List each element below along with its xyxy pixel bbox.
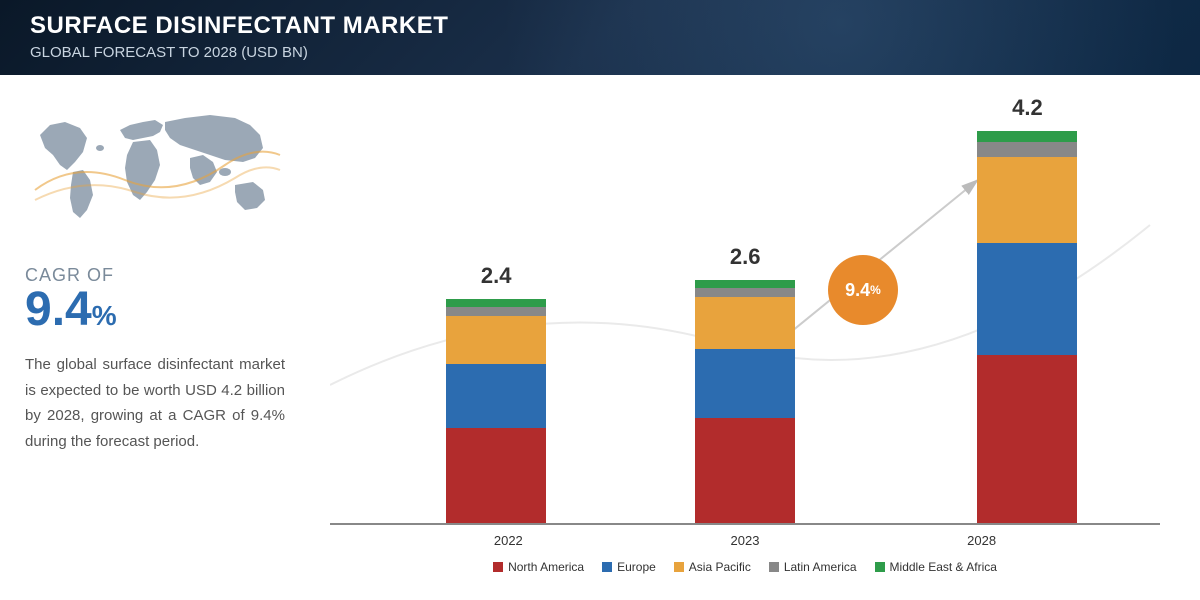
header-banner: SURFACE DISINFECTANT MARKET GLOBAL FOREC… bbox=[0, 0, 1200, 75]
bar-segment bbox=[446, 299, 546, 306]
bar-segment bbox=[446, 316, 546, 365]
bar-group: 2.4 bbox=[446, 299, 546, 523]
legend-label: North America bbox=[508, 560, 584, 574]
legend-item: North America bbox=[493, 560, 584, 574]
cagr-bubble: 9.4% bbox=[828, 255, 898, 325]
bar-segment bbox=[695, 418, 795, 523]
x-tick: 2022 bbox=[494, 533, 523, 548]
x-axis: 2022 2023 2028 bbox=[330, 533, 1160, 548]
bar-total-label: 4.2 bbox=[977, 95, 1077, 121]
world-map-icon bbox=[25, 95, 285, 245]
bar-segment bbox=[446, 428, 546, 523]
bar-total-label: 2.4 bbox=[446, 263, 546, 289]
left-panel: CAGR OF 9.4% The global surface disinfec… bbox=[0, 75, 310, 600]
legend-item: Latin America bbox=[769, 560, 857, 574]
page-subtitle: GLOBAL FORECAST TO 2028 (USD BN) bbox=[30, 44, 1170, 61]
legend-swatch bbox=[493, 562, 503, 572]
bar-segment bbox=[977, 131, 1077, 142]
legend-item: Europe bbox=[602, 560, 656, 574]
bar-segment bbox=[695, 288, 795, 297]
bar-segment bbox=[695, 349, 795, 418]
bubble-value: 9.4 bbox=[845, 280, 870, 301]
legend-label: Asia Pacific bbox=[689, 560, 751, 574]
chart-area: 2.4 2.6 4.2 9.4% bbox=[330, 105, 1160, 525]
bar-segment bbox=[446, 364, 546, 427]
page-title: SURFACE DISINFECTANT MARKET bbox=[30, 12, 1170, 40]
bar-segment bbox=[977, 157, 1077, 243]
legend-item: Asia Pacific bbox=[674, 560, 751, 574]
content-row: CAGR OF 9.4% The global surface disinfec… bbox=[0, 75, 1200, 600]
legend-label: Europe bbox=[617, 560, 656, 574]
description-text: The global surface disinfectant market i… bbox=[25, 352, 285, 454]
legend-swatch bbox=[875, 562, 885, 572]
bar-segment bbox=[977, 355, 1077, 523]
chart-legend: North America Europe Asia Pacific Latin Ame… bbox=[330, 560, 1160, 574]
legend-swatch bbox=[769, 562, 779, 572]
bubble-pct: % bbox=[870, 283, 881, 297]
bar-segment bbox=[695, 280, 795, 287]
bar-group: 2.6 bbox=[695, 280, 795, 523]
legend-label: Latin America bbox=[784, 560, 857, 574]
bar-segment bbox=[977, 243, 1077, 355]
legend-item: Middle East & Africa bbox=[875, 560, 997, 574]
bar-segment bbox=[695, 297, 795, 349]
bar-group: 4.2 bbox=[977, 131, 1077, 523]
cagr-pct-sign: % bbox=[92, 300, 117, 331]
cagr-number: 9.4 bbox=[25, 283, 92, 336]
cagr-value: 9.4% bbox=[25, 286, 285, 334]
x-tick: 2028 bbox=[967, 533, 996, 548]
legend-swatch bbox=[674, 562, 684, 572]
chart-panel: 2.4 2.6 4.2 9.4% 2022 2023 2028 North America… bbox=[310, 75, 1200, 600]
legend-swatch bbox=[602, 562, 612, 572]
bar-segment bbox=[977, 142, 1077, 157]
x-tick: 2023 bbox=[731, 533, 760, 548]
bar-total-label: 2.6 bbox=[695, 244, 795, 270]
bar-segment bbox=[446, 307, 546, 316]
legend-label: Middle East & Africa bbox=[890, 560, 997, 574]
